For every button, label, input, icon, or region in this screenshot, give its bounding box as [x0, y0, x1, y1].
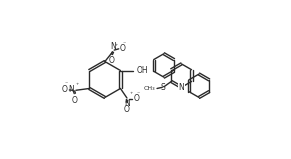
Text: ⁺: ⁺	[76, 83, 79, 88]
Text: CH₃: CH₃	[143, 86, 155, 91]
Text: O: O	[124, 105, 130, 114]
Text: N: N	[69, 86, 74, 94]
Text: O: O	[134, 94, 139, 104]
Text: ⁻: ⁻	[64, 83, 68, 88]
Text: OH: OH	[136, 66, 148, 75]
Text: O: O	[120, 44, 126, 53]
Text: O: O	[108, 56, 114, 65]
Text: O: O	[72, 96, 78, 105]
Text: N: N	[179, 83, 184, 92]
Text: S: S	[161, 83, 166, 92]
Text: ⁻: ⁻	[123, 42, 126, 47]
Text: ⁻: ⁻	[136, 92, 140, 97]
Text: N: N	[110, 42, 116, 51]
Text: ⁺: ⁺	[115, 44, 118, 49]
Text: ⁺: ⁺	[129, 92, 132, 97]
Text: N: N	[124, 99, 130, 108]
Text: O: O	[62, 86, 68, 94]
